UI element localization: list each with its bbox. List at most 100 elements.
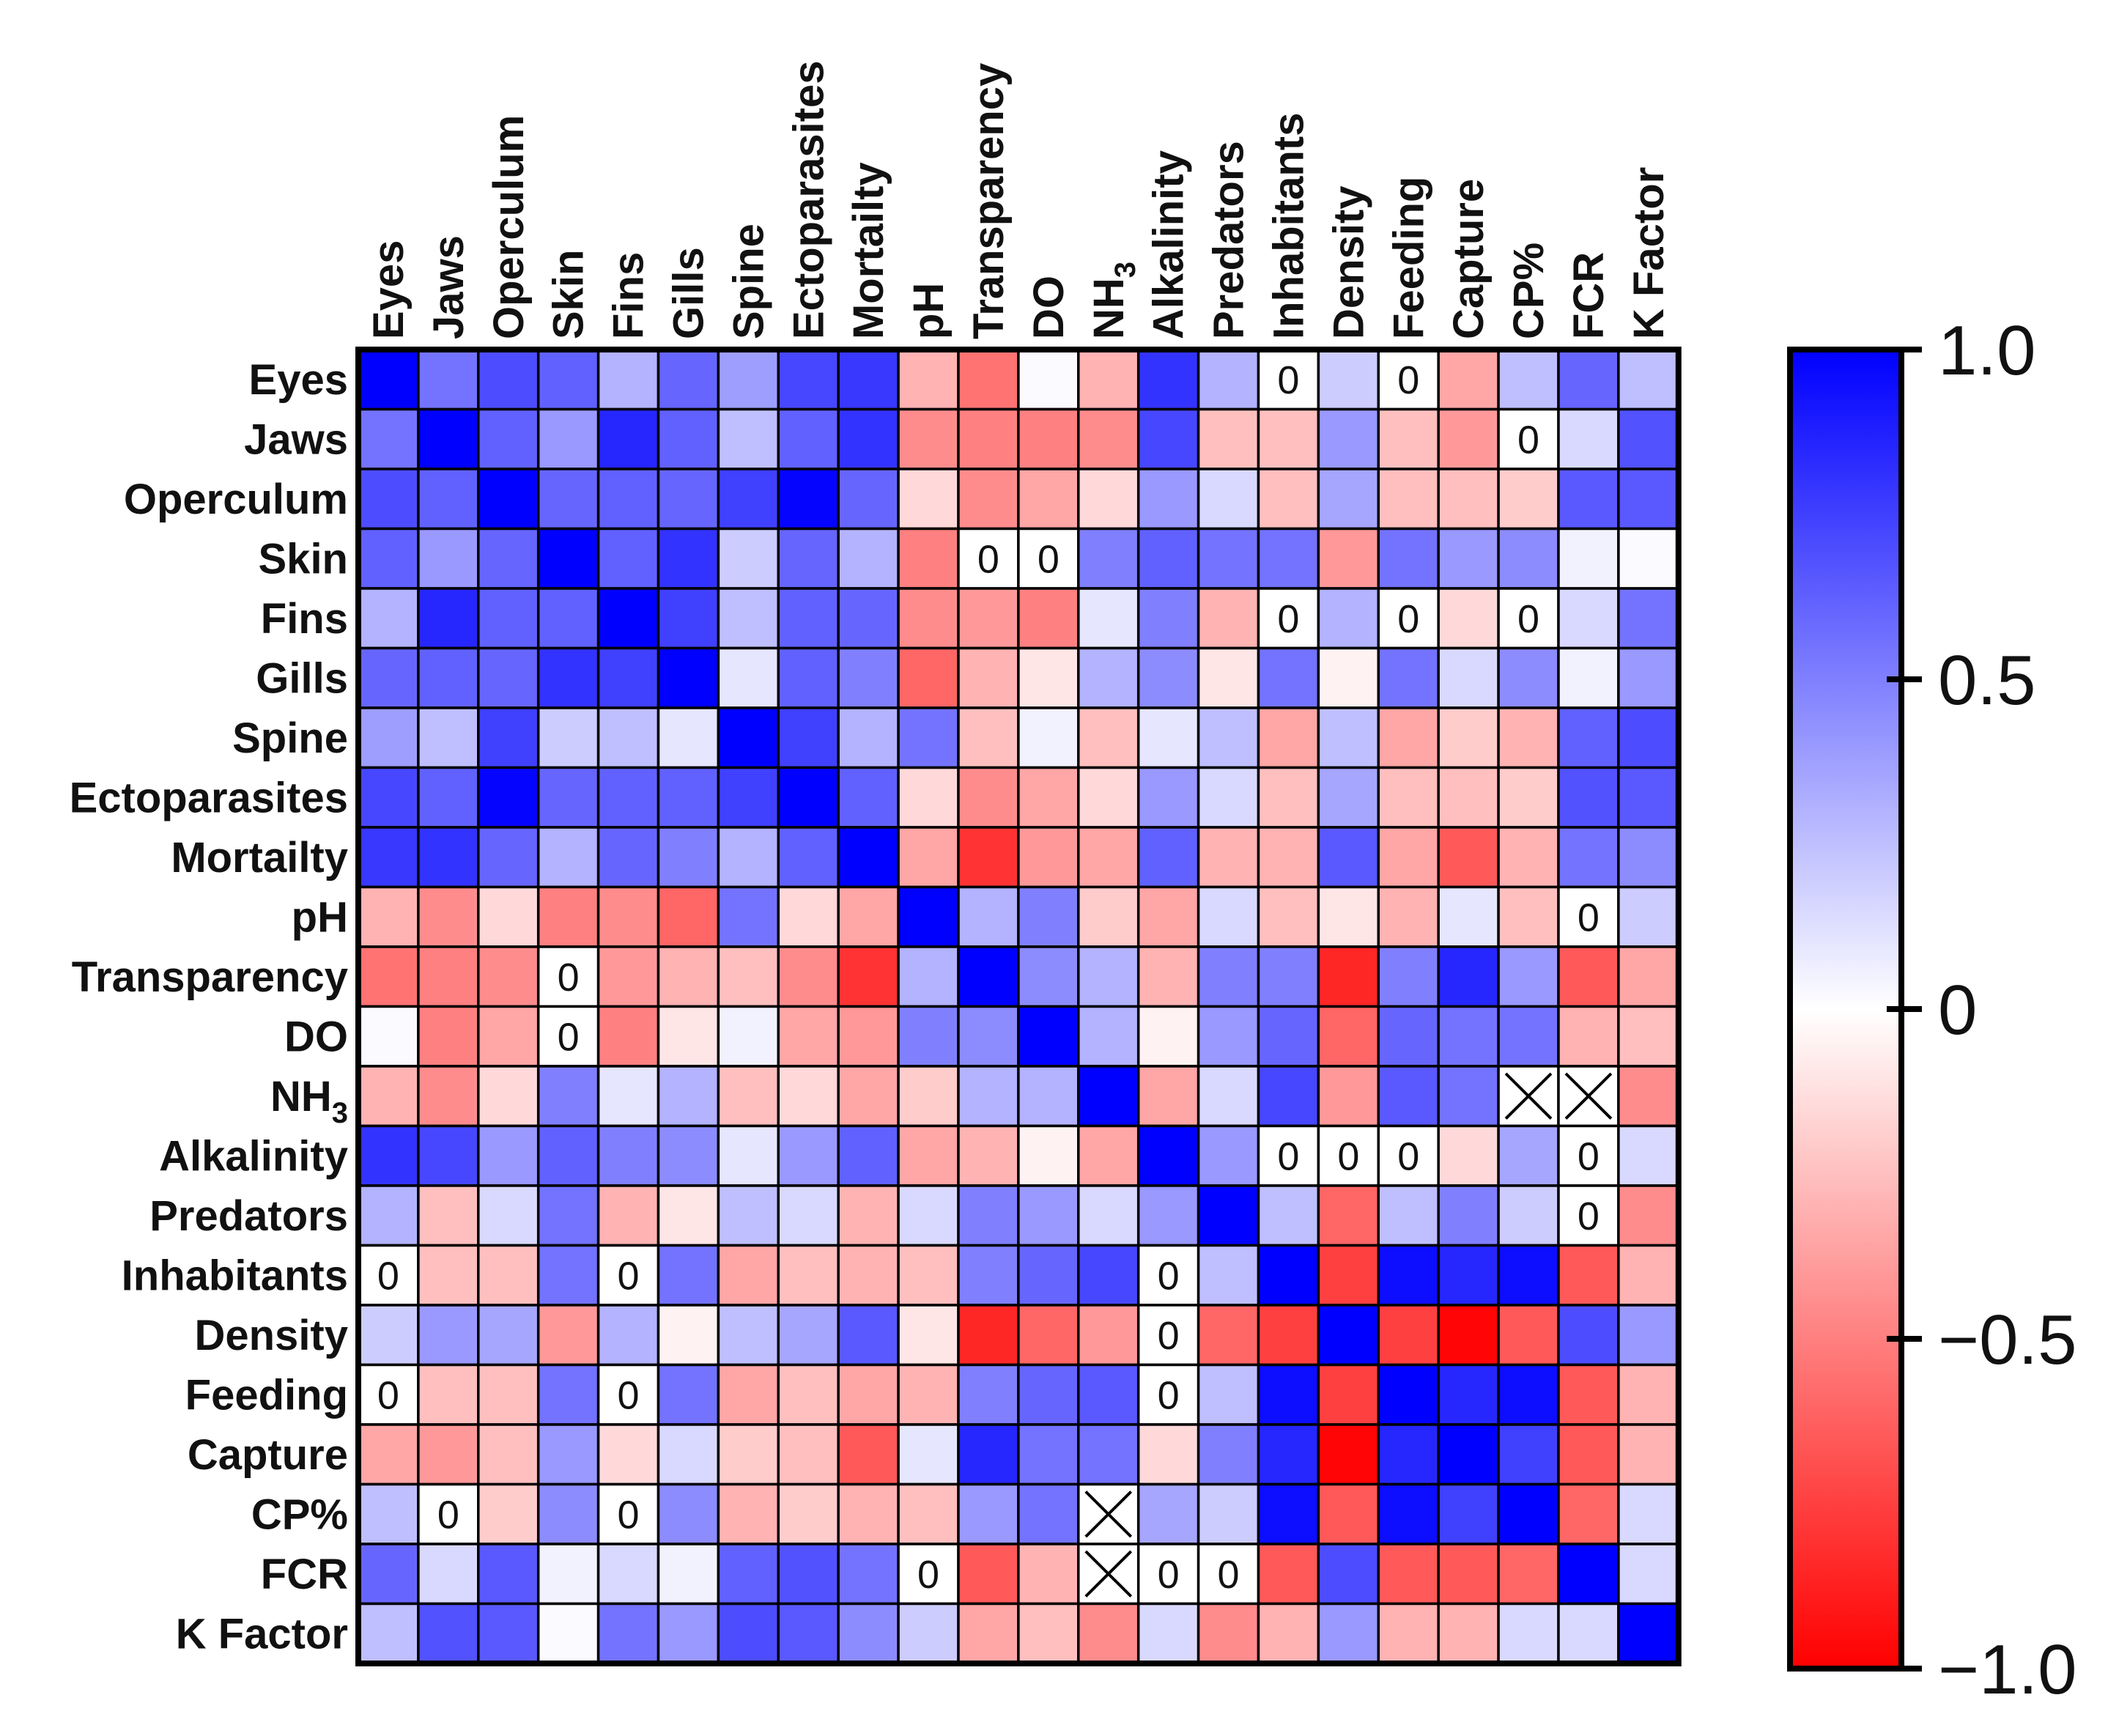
heatmap-cell (1017, 766, 1080, 829)
heatmap-cell (357, 1423, 420, 1486)
heatmap-cell (1197, 766, 1260, 829)
cell-rect (477, 1065, 540, 1128)
cell-rect (657, 1482, 720, 1545)
cell-rect (837, 1304, 900, 1367)
cell-rect (1377, 646, 1440, 709)
heatmap-cell (1617, 1065, 1680, 1128)
cell-rect (1557, 646, 1620, 709)
cell-rect (1077, 1423, 1140, 1486)
cell-rect (357, 1482, 420, 1545)
cell-rect (417, 1244, 480, 1307)
colorbar-tick-label: 0.5 (1938, 641, 2035, 720)
cell-rect (777, 1244, 840, 1307)
cell-rect (1077, 885, 1140, 948)
heatmap-cell (477, 766, 540, 829)
cell-rect (1136, 1304, 1200, 1367)
cell-rect (596, 468, 660, 531)
cell-rect (596, 1482, 660, 1545)
heatmap-cell (717, 945, 780, 1008)
heatmap-cell (1617, 1244, 1680, 1307)
heatmap-cell (957, 468, 1020, 531)
heatmap-cell (1257, 826, 1320, 889)
heatmap-cell (477, 1363, 540, 1426)
cell-rect (1377, 1304, 1440, 1367)
column-label: Capture (1445, 179, 1493, 339)
heatmap-cell (777, 1184, 840, 1247)
heatmap-cell (837, 945, 900, 1008)
heatmap-cell (897, 407, 960, 470)
heatmap-cell (1136, 1482, 1200, 1545)
cell-rect (1557, 1602, 1620, 1665)
heatmap-cell (957, 1184, 1020, 1247)
heatmap-cell (897, 1602, 960, 1665)
cell-rect (1437, 348, 1500, 411)
cell-rect (596, 587, 660, 650)
heatmap-cell (897, 1244, 960, 1307)
cell-rect (477, 1482, 540, 1545)
cell-rect (1317, 1363, 1380, 1426)
heatmap-cell (837, 706, 900, 769)
heatmap-cell (596, 1184, 660, 1247)
cell-rect (477, 646, 540, 709)
heatmap-cell: 0 (1497, 587, 1560, 650)
heatmap-cell: 0 (1136, 1543, 1200, 1606)
heatmap-cell (1317, 587, 1380, 650)
heatmap-cell (777, 468, 840, 531)
cell-rect (837, 1184, 900, 1247)
heatmap-cell (357, 1602, 420, 1665)
cell-rect (1617, 1363, 1680, 1426)
cell-rect (777, 587, 840, 650)
heatmap-cell (477, 1124, 540, 1187)
heatmap-cell (1136, 1423, 1200, 1486)
heatmap-cell (657, 348, 720, 411)
heatmap-cell (417, 527, 480, 590)
cell-rect (1497, 646, 1560, 709)
cell-zero-label: 0 (437, 1493, 459, 1537)
heatmap-cell (1317, 527, 1380, 590)
cell-rect (477, 945, 540, 1008)
heatmap-cell (417, 407, 480, 470)
cell-rect (657, 706, 720, 769)
cell-rect (417, 1005, 480, 1068)
heatmap-cell (357, 348, 420, 411)
heatmap-cell (1557, 1602, 1620, 1665)
heatmap-cell (1377, 1304, 1440, 1367)
cell-rect (357, 1065, 420, 1128)
cell-rect (1257, 1065, 1320, 1128)
heatmap-cell (596, 766, 660, 829)
heatmap-cell (1257, 407, 1320, 470)
cell-rect (477, 468, 540, 531)
cell-rect (536, 1184, 600, 1247)
heatmap-cell (1497, 885, 1560, 948)
cell-zero-label: 0 (1158, 1553, 1180, 1597)
heatmap-cell (357, 1124, 420, 1187)
heatmap-cell (1197, 1005, 1260, 1068)
heatmap-cell (1497, 646, 1560, 709)
cell-rect (1557, 826, 1620, 889)
heatmap-cell (536, 407, 600, 470)
heatmap-cell (777, 646, 840, 709)
cell-rect (957, 587, 1020, 650)
cell-rect (357, 527, 420, 590)
heatmap-cell (717, 646, 780, 709)
cell-rect (1497, 885, 1560, 948)
cell-rect (417, 348, 480, 411)
cell-rect (1377, 1065, 1440, 1128)
heatmap-cell (417, 945, 480, 1008)
cell-rect (657, 1124, 720, 1187)
heatmap-cell (536, 1423, 600, 1486)
cell-rect (1077, 1005, 1140, 1068)
cell-rect (536, 407, 600, 470)
cell-rect (1557, 1543, 1620, 1606)
cell-rect (1136, 706, 1200, 769)
heatmap-cell (1437, 587, 1500, 650)
heatmap-cell: 0 (1197, 1543, 1260, 1606)
cell-rect (1497, 1482, 1560, 1545)
heatmap-cell: 0 (1257, 348, 1320, 411)
heatmap-cell (1077, 706, 1140, 769)
cell-rect (536, 885, 600, 948)
heatmap-cell (837, 468, 900, 531)
heatmap-cell (1437, 407, 1500, 470)
row-label: Jaws (244, 415, 348, 463)
heatmap-cell (1437, 1543, 1500, 1606)
